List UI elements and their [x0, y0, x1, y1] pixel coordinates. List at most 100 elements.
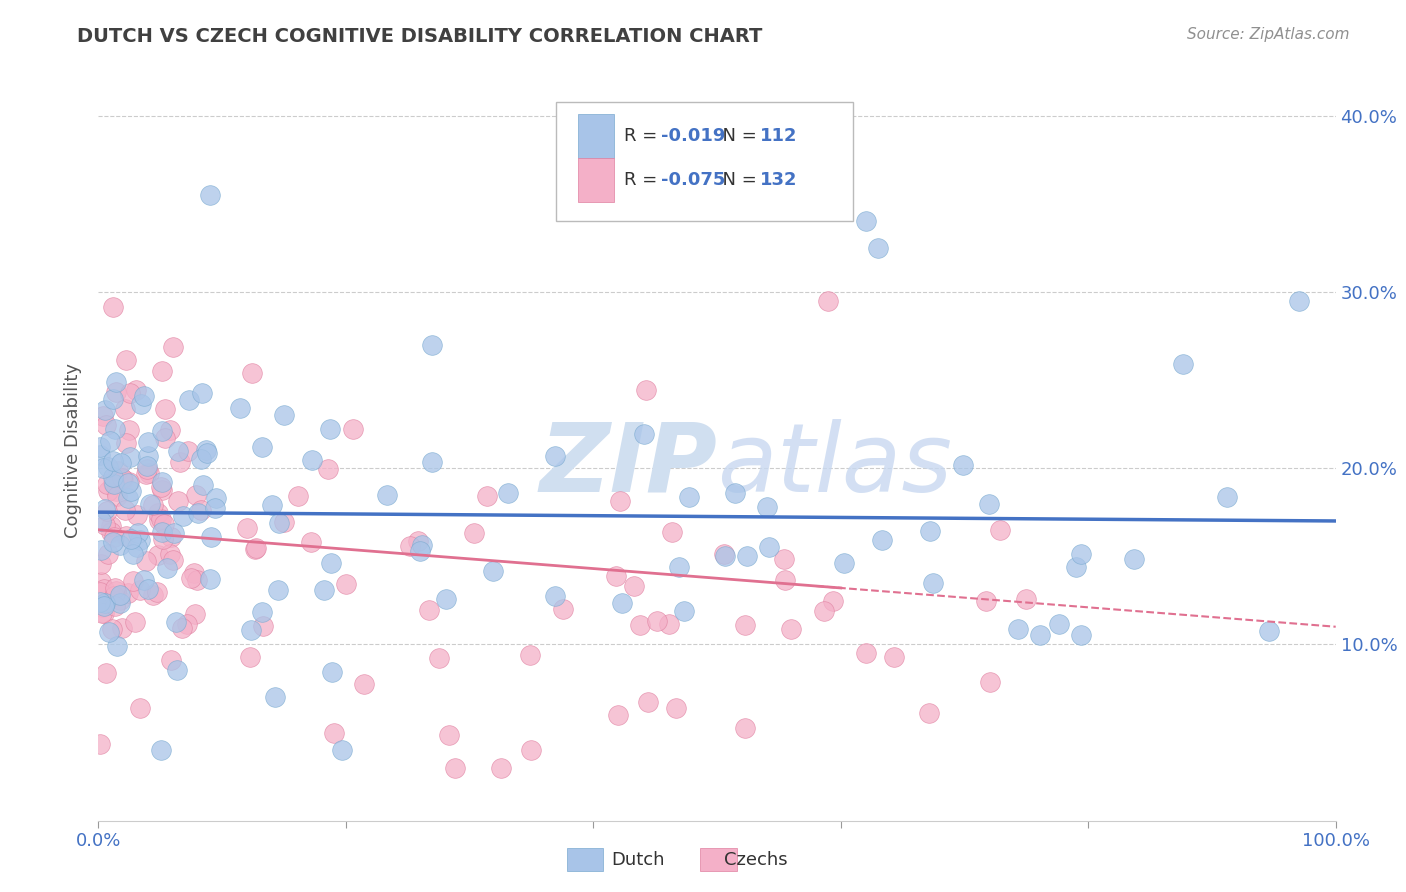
- Point: [482, 564, 505, 578]
- Point: [93, 461, 115, 475]
- Point: [127, 540, 149, 554]
- Point: [1288, 293, 1310, 308]
- Point: [93, 596, 115, 610]
- Point: [883, 649, 905, 664]
- Point: [775, 573, 797, 587]
- Point: [179, 393, 201, 408]
- Point: [135, 467, 157, 481]
- Point: [146, 548, 169, 562]
- Point: [661, 524, 683, 539]
- Point: [273, 515, 295, 529]
- Point: [321, 665, 343, 679]
- Point: [1029, 628, 1052, 642]
- Point: [134, 389, 156, 403]
- Point: [628, 617, 651, 632]
- Point: [153, 402, 176, 417]
- Point: [138, 466, 160, 480]
- Point: [146, 584, 169, 599]
- Point: [544, 589, 567, 603]
- Point: [105, 640, 128, 654]
- Point: [678, 490, 700, 504]
- Point: [398, 540, 420, 554]
- Point: [104, 385, 127, 400]
- Point: [870, 533, 893, 548]
- Point: [183, 566, 205, 580]
- Point: [335, 577, 357, 591]
- Point: [93, 402, 115, 417]
- Point: [118, 450, 141, 464]
- Point: [193, 477, 215, 491]
- Point: [127, 508, 149, 522]
- Point: [96, 477, 118, 491]
- FancyBboxPatch shape: [557, 103, 853, 221]
- Point: [418, 603, 440, 617]
- Text: Dutch: Dutch: [612, 851, 665, 869]
- Point: [607, 707, 630, 722]
- Point: [609, 494, 631, 508]
- Point: [299, 535, 322, 549]
- Point: [108, 596, 131, 610]
- Point: [101, 623, 124, 637]
- Point: [229, 401, 252, 416]
- Point: [94, 517, 117, 532]
- Point: [979, 497, 1001, 511]
- Point: [146, 506, 169, 520]
- Point: [93, 501, 115, 516]
- Point: [97, 484, 120, 499]
- Point: [180, 571, 202, 585]
- Text: R =: R =: [624, 171, 664, 189]
- Point: [135, 458, 157, 473]
- Point: [605, 569, 627, 583]
- Text: 112: 112: [761, 127, 797, 145]
- Point: [1257, 624, 1279, 638]
- Point: [98, 434, 121, 449]
- Point: [921, 576, 943, 591]
- Point: [821, 594, 844, 608]
- Point: [89, 585, 111, 599]
- FancyBboxPatch shape: [567, 848, 603, 871]
- Point: [190, 452, 212, 467]
- Point: [115, 436, 138, 450]
- Point: [637, 696, 659, 710]
- Point: [91, 606, 114, 620]
- Point: [422, 337, 444, 351]
- Point: [89, 448, 111, 462]
- Point: [129, 397, 152, 411]
- Point: [170, 621, 193, 635]
- Point: [103, 530, 125, 544]
- Point: [1070, 628, 1092, 642]
- Point: [165, 615, 187, 629]
- Point: [267, 582, 290, 597]
- Point: [519, 648, 541, 662]
- Point: [93, 599, 115, 614]
- Point: [195, 446, 218, 460]
- Point: [434, 592, 457, 607]
- Point: [134, 574, 156, 588]
- Point: [1216, 490, 1239, 504]
- FancyBboxPatch shape: [700, 848, 737, 871]
- Point: [1064, 560, 1087, 574]
- Point: [475, 489, 498, 503]
- Point: [713, 547, 735, 561]
- Point: [150, 483, 173, 498]
- Point: [239, 650, 262, 665]
- Point: [491, 761, 513, 775]
- Point: [375, 488, 398, 502]
- Point: [243, 542, 266, 557]
- Point: [236, 521, 259, 535]
- Point: [553, 602, 575, 616]
- Point: [322, 725, 344, 739]
- Point: [855, 214, 877, 228]
- Point: [163, 526, 186, 541]
- Point: [166, 444, 188, 458]
- Point: [135, 554, 157, 568]
- Point: [150, 475, 173, 489]
- Point: [93, 606, 115, 620]
- Point: [724, 486, 747, 500]
- Point: [187, 506, 209, 520]
- Point: [319, 422, 342, 436]
- Point: [1070, 547, 1092, 561]
- Point: [104, 422, 127, 436]
- Point: [734, 721, 756, 735]
- Text: Czechs: Czechs: [724, 851, 787, 869]
